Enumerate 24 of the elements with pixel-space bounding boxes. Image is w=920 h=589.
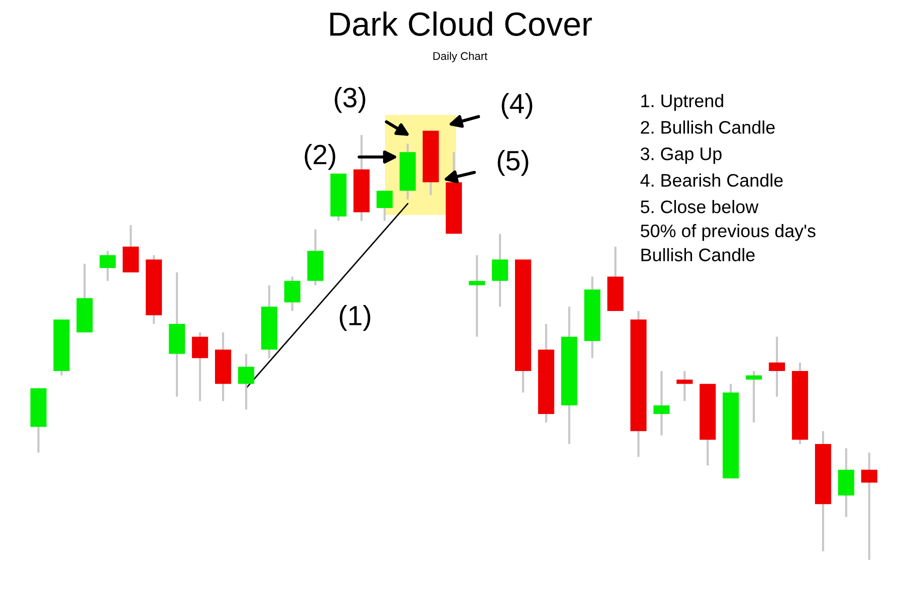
candlestick xyxy=(492,232,508,308)
candlestick xyxy=(376,190,393,222)
candlestick xyxy=(100,250,116,282)
candlestick xyxy=(192,331,208,402)
candlestick xyxy=(284,276,300,312)
annotation: (5) xyxy=(498,150,528,176)
text: 1. Uptrend xyxy=(641,94,724,111)
candlestick xyxy=(468,254,485,338)
annotation: 2. Bullish Candle xyxy=(640,120,775,134)
annotation: (2) xyxy=(304,144,336,170)
candlestick xyxy=(746,370,762,424)
candlestick xyxy=(768,336,785,398)
candlestick xyxy=(238,352,254,411)
chart-title: Dark Cloud Cover xyxy=(330,11,592,36)
annotation: 5. Close below 50% of previous day's Bullish Candle xyxy=(640,200,816,262)
candlestick xyxy=(861,452,878,561)
text: (3) xyxy=(334,87,366,113)
text: (4) xyxy=(502,93,532,119)
annotation: 3. Gap Up xyxy=(640,147,722,164)
annotation: (1) xyxy=(340,305,370,331)
chart-subtitle: Daily Chart xyxy=(433,52,488,62)
candlestick xyxy=(653,370,670,436)
annotation: 4. Bearish Candle xyxy=(640,174,783,187)
candlestick xyxy=(676,370,693,402)
